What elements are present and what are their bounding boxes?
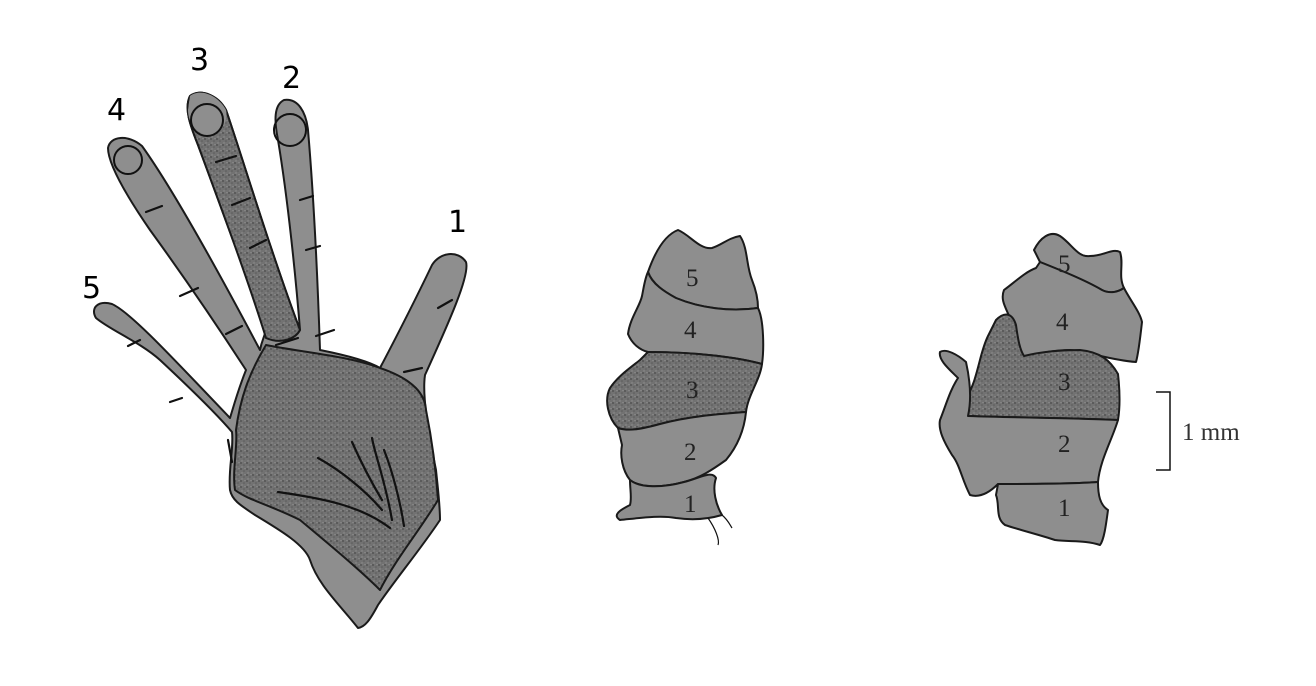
finger-creases [126, 154, 454, 464]
map-a-vessel [707, 514, 733, 546]
digit-label-3: 3 [190, 43, 209, 78]
map-b-label-3: 3 [1058, 369, 1071, 396]
map-a-label-4: 4 [684, 317, 697, 344]
map-b-label-2: 2 [1058, 431, 1071, 458]
digit-label-2: 2 [282, 61, 301, 96]
palm-lines [276, 436, 406, 530]
digit-label-4: 4 [107, 93, 126, 128]
cortical-map-b: 5 4 3 2 1 [938, 232, 1143, 546]
map-a-label-5: 5 [686, 265, 699, 292]
fingertip-circle-2 [273, 113, 307, 147]
cortical-map-a: 5 4 3 2 1 [606, 229, 765, 546]
scale-bar: 1 mm [1156, 391, 1240, 471]
fingertip-circle-4 [113, 145, 143, 175]
map-b-zone-1 [995, 481, 1109, 546]
hand-illustration: 1 2 3 4 5 [82, 43, 468, 629]
map-a-label-2: 2 [684, 439, 697, 466]
fingertip-circle-3 [190, 103, 224, 137]
scale-bar-bracket [1156, 391, 1171, 471]
palm-highlight [233, 344, 439, 591]
map-b-label-4: 4 [1056, 309, 1069, 336]
map-a-zone-1 [615, 473, 723, 521]
map-b-label-1: 1 [1058, 495, 1071, 522]
digit-label-5: 5 [82, 271, 101, 306]
map-b-zone-3 [965, 313, 1121, 421]
digit-label-1: 1 [448, 205, 467, 240]
map-b-zone-2 [938, 349, 1119, 497]
map-a-label-3: 3 [686, 377, 699, 404]
fingertip-mask [188, 92, 227, 136]
map-a-label-1: 1 [684, 491, 697, 518]
scale-bar-label: 1 mm [1182, 419, 1240, 446]
map-b-label-5: 5 [1058, 251, 1071, 278]
